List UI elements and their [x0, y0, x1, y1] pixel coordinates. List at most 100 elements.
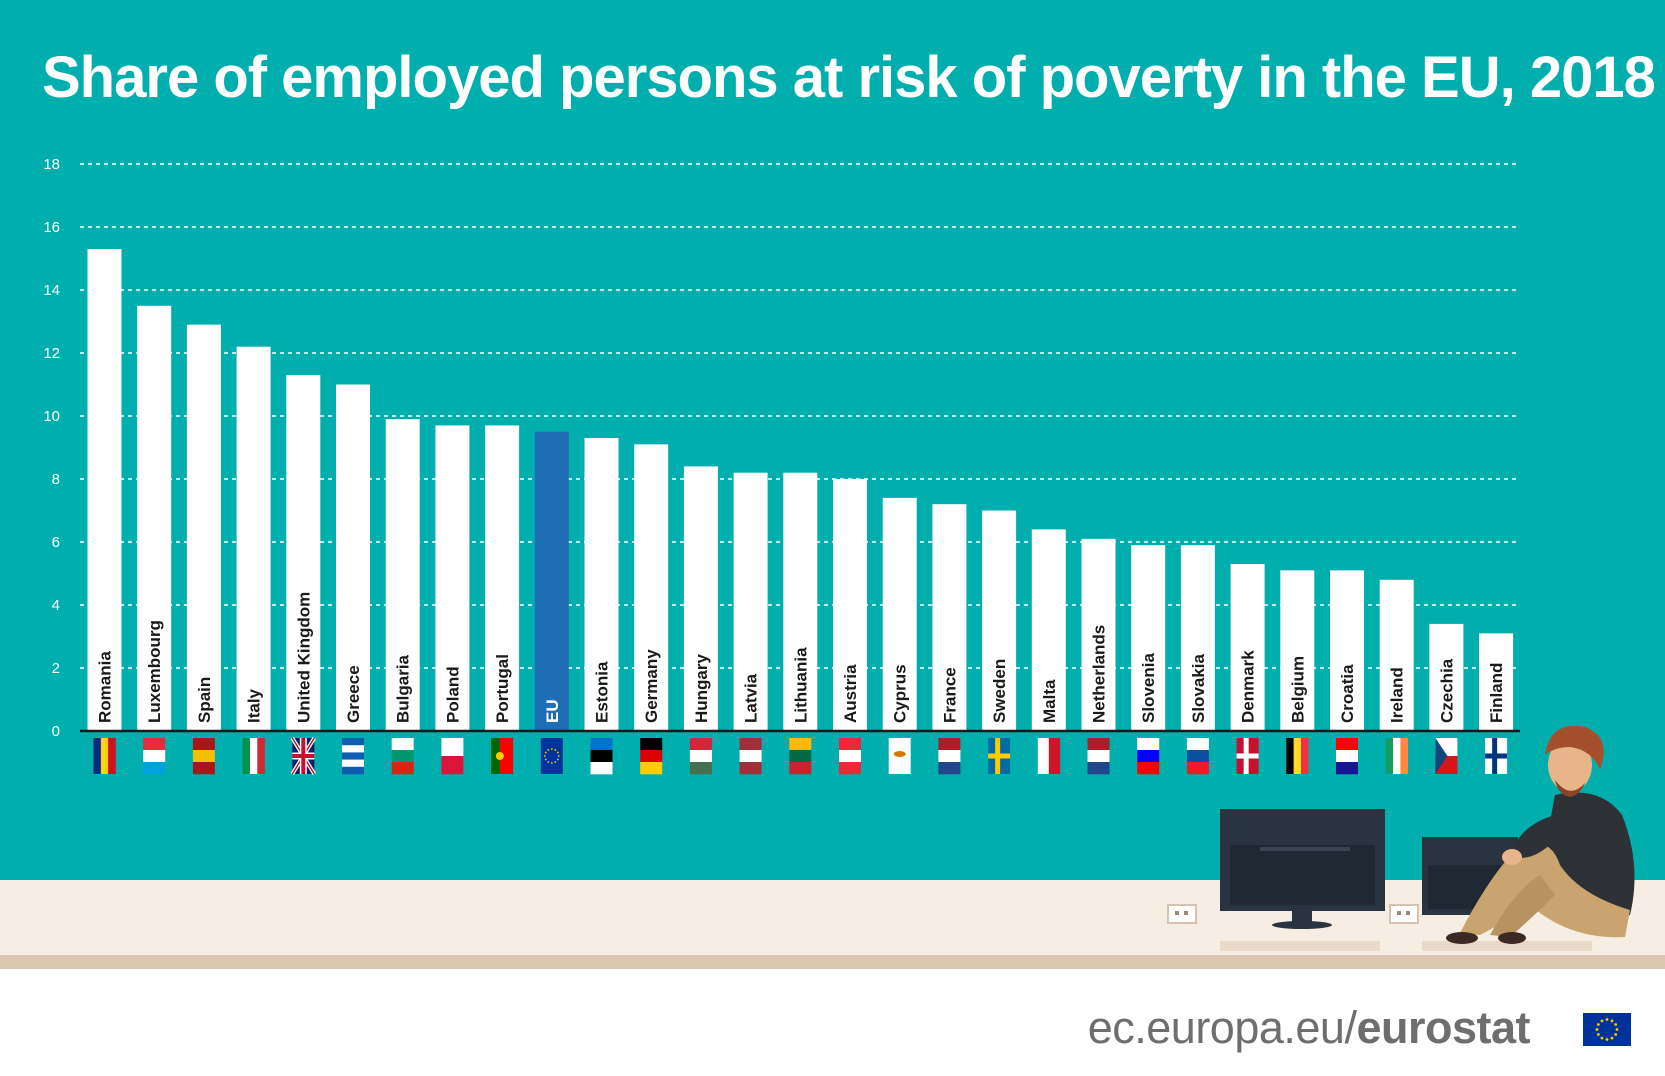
category-label: Portugal	[493, 654, 512, 723]
bar-austria	[833, 479, 867, 731]
category-label: Sweden	[990, 659, 1009, 723]
flag-icon	[192, 738, 215, 775]
teal-background	[0, 0, 1665, 880]
category-label: Estonia	[593, 661, 612, 723]
y-tick-label: 6	[52, 534, 60, 551]
bar-finland	[1479, 633, 1514, 731]
bar-italy	[236, 346, 271, 731]
flag-icon	[888, 738, 911, 774]
eu-star	[1614, 1033, 1618, 1036]
monitor-icon	[1220, 809, 1385, 951]
category-label: Denmark	[1239, 650, 1258, 723]
bar-united-kingdom	[286, 375, 321, 731]
flag-icon	[590, 738, 613, 775]
category-label: Hungary	[692, 654, 711, 724]
category-label: Italy	[245, 688, 264, 723]
bar-croatia	[1330, 570, 1364, 731]
flag-icon	[1087, 738, 1110, 775]
y-tick-label: 2	[52, 660, 60, 677]
bar-malta	[1031, 529, 1066, 731]
footer-brand: ec.europa.eu/eurostat	[1087, 1002, 1531, 1054]
y-tick-label: 0	[52, 723, 60, 740]
eu-star	[1600, 1019, 1604, 1023]
person-icon	[1446, 725, 1635, 944]
eu-star	[1595, 1028, 1599, 1031]
category-label: Slovenia	[1139, 653, 1158, 723]
flag-icon	[391, 738, 414, 775]
flag-icon	[143, 738, 166, 775]
bar-denmark	[1230, 564, 1265, 731]
bars	[87, 249, 1514, 732]
eu-flag-logo-icon	[1583, 1013, 1631, 1046]
flag-icon	[1485, 738, 1508, 774]
bar-cyprus	[882, 497, 917, 731]
y-tick-label: 18	[43, 156, 60, 173]
bar-hungary	[683, 466, 718, 731]
category-label: United Kingdom	[294, 592, 313, 723]
bar-eu	[534, 431, 569, 731]
y-tick-label: 12	[43, 345, 60, 362]
flag-icon	[1286, 738, 1309, 774]
category-label: Latvia	[742, 673, 761, 723]
eu-star	[1615, 1028, 1619, 1031]
bar-czechia	[1429, 623, 1464, 731]
category-label: Luxembourg	[145, 620, 164, 723]
flag-icon	[242, 738, 265, 774]
footer-domain: ec.europa.eu/	[1087, 1002, 1357, 1053]
category-label: Bulgaria	[394, 654, 413, 723]
flag-icon	[988, 738, 1011, 774]
category-label: Belgium	[1288, 656, 1307, 723]
flag-icon	[1236, 738, 1259, 774]
flag-icon	[640, 738, 663, 775]
category-label: Croatia	[1338, 664, 1357, 723]
y-axis-ticks: 0 2 4 6 8 10 12 14 16 18	[43, 156, 60, 740]
bar-greece	[336, 384, 370, 731]
eu-star	[1614, 1023, 1618, 1026]
flag-icon	[441, 738, 464, 775]
floor	[0, 880, 1665, 960]
y-tick-label: 14	[43, 282, 60, 299]
category-label: Netherlands	[1090, 625, 1109, 723]
bar-ireland	[1379, 579, 1414, 731]
bar-bulgaria	[385, 419, 420, 731]
flag-icon	[342, 738, 364, 775]
eu-star	[1600, 1036, 1604, 1040]
y-tick-label: 10	[43, 408, 60, 425]
flag-icon	[540, 738, 563, 774]
category-label: Romania	[96, 651, 115, 723]
flags	[93, 736, 1508, 776]
category-label: EU	[543, 699, 562, 723]
eu-star	[1596, 1033, 1600, 1036]
category-label: Austria	[841, 664, 860, 723]
category-label: Cyprus	[891, 664, 910, 723]
eu-star	[1605, 1018, 1609, 1021]
bar-germany	[634, 444, 669, 731]
eu-star	[1610, 1036, 1614, 1040]
flag-icon	[1336, 738, 1358, 775]
flag-icon	[290, 736, 317, 776]
eu-star	[1596, 1023, 1600, 1026]
flag-icon	[491, 738, 514, 774]
bar-romania	[87, 249, 122, 732]
bar-slovenia	[1131, 545, 1166, 731]
flag-icon	[1137, 738, 1160, 775]
eu-flag-field	[1583, 1013, 1631, 1046]
sad-worker-illustration	[1167, 725, 1635, 951]
bar-portugal	[485, 425, 520, 731]
category-label: France	[940, 667, 959, 723]
flag-icon	[93, 738, 116, 774]
eu-star	[1610, 1019, 1614, 1023]
bar-sweden	[982, 510, 1017, 731]
footer-brand-name: eurostat	[1356, 1002, 1530, 1053]
bar-chart: 0 2 4 6 8 10 12 14 16 18 Romania Luxembourg Spain It…	[43, 156, 1520, 776]
flag-icon	[739, 738, 762, 775]
category-label: Slovakia	[1189, 653, 1208, 723]
category-labels: Romania Luxembourg Spain Italy United Kingdo…	[96, 592, 1507, 723]
bar-lithuania	[783, 472, 818, 731]
category-label: Czechia	[1437, 658, 1456, 723]
flag-icon	[839, 738, 861, 775]
category-label: Poland	[443, 666, 462, 723]
category-label: Greece	[344, 665, 363, 723]
category-label: Malta	[1040, 679, 1059, 723]
